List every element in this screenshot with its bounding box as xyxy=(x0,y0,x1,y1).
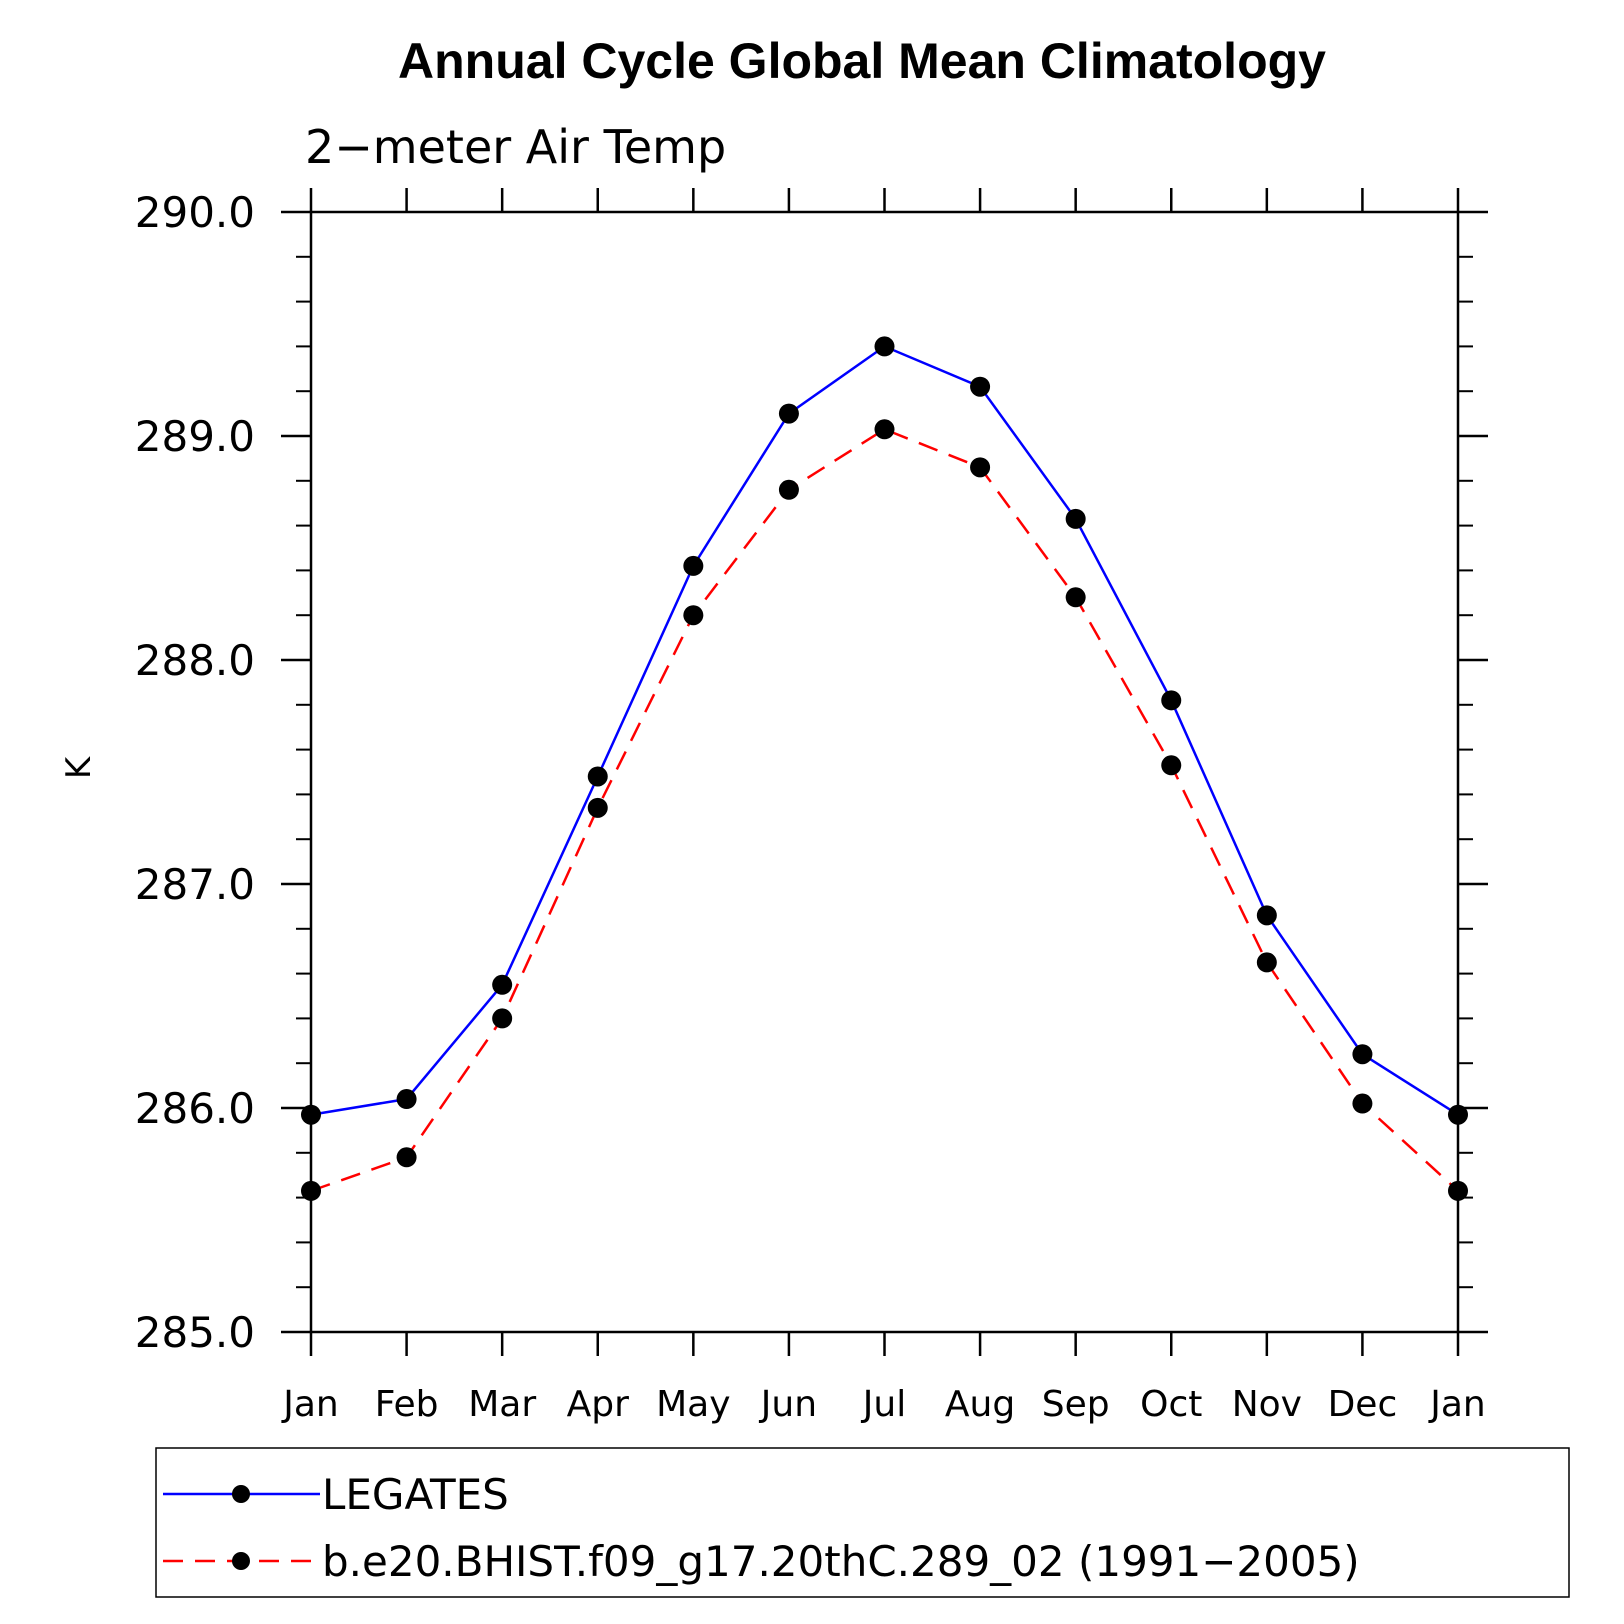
plot-frame xyxy=(309,210,1460,1334)
data-point-series-1 xyxy=(587,797,608,818)
data-point-series-0 xyxy=(492,974,513,995)
data-point-series-0 xyxy=(396,1089,417,1110)
x-tick-label: Sep xyxy=(1042,1384,1110,1425)
data-point-series-0 xyxy=(587,766,608,787)
data-point-series-1 xyxy=(874,419,895,440)
data-point-series-1 xyxy=(1448,1180,1468,1201)
data-point-series-0 xyxy=(1352,1044,1373,1065)
x-tick-label: Jul xyxy=(861,1384,906,1425)
axes: Jan Feb Mar Apr May Jun Jul Aug Sep Oct Nov Dec Jan 2… xyxy=(135,188,1488,1425)
y-tick-label: 285.0 xyxy=(135,1308,255,1357)
series-line-0 xyxy=(310,344,1459,1116)
data-point-series-1 xyxy=(683,605,704,626)
y-tick-label: 290.0 xyxy=(135,188,255,237)
y-tick-label: 287.0 xyxy=(135,860,255,909)
x-tick-label: Feb xyxy=(375,1384,439,1425)
series-layer xyxy=(301,336,1468,1201)
data-point-series-1 xyxy=(970,457,991,478)
data-point-series-0 xyxy=(301,1104,321,1125)
legend-label-model: b.e20.BHIST.f09_g17.20thC.289_02 (1991−2… xyxy=(322,1537,1360,1586)
legend-label-legates: LEGATES xyxy=(322,1470,509,1519)
x-tick-label: Jan xyxy=(1428,1384,1486,1425)
x-tick-label: Mar xyxy=(468,1384,536,1425)
x-tick-label: Aug xyxy=(945,1384,1015,1425)
chart-subtitle: 2−meter Air Temp xyxy=(305,120,726,174)
x-tick-label: Jun xyxy=(759,1384,817,1425)
y-tick-label: 289.0 xyxy=(135,412,255,461)
y-tick-label: 286.0 xyxy=(135,1084,255,1133)
data-point-series-0 xyxy=(874,336,895,357)
x-tick-label: Oct xyxy=(1140,1384,1202,1425)
data-point-series-0 xyxy=(1256,905,1277,926)
x-tick-label: Jan xyxy=(281,1384,339,1425)
x-tick-label: Nov xyxy=(1232,1384,1302,1425)
data-point-series-1 xyxy=(1256,952,1277,973)
series-line-1 xyxy=(310,427,1459,1193)
legend-marker-model xyxy=(232,1552,250,1570)
data-point-series-1 xyxy=(778,479,799,500)
data-point-series-1 xyxy=(301,1180,321,1201)
data-point-series-1 xyxy=(396,1147,417,1168)
data-point-series-0 xyxy=(683,555,704,576)
data-point-series-1 xyxy=(1352,1093,1373,1114)
x-tick-label: Apr xyxy=(567,1384,629,1425)
chart-title: Annual Cycle Global Mean Climatology xyxy=(398,33,1326,89)
legend: LEGATES b.e20.BHIST.f09_g17.20thC.289_02… xyxy=(155,1447,1570,1598)
data-point-series-0 xyxy=(970,376,991,397)
data-point-series-1 xyxy=(1161,755,1182,776)
data-point-series-0 xyxy=(1065,508,1086,529)
x-tick-label: Dec xyxy=(1328,1384,1398,1425)
data-point-series-0 xyxy=(1161,690,1182,711)
x-tick-label: May xyxy=(656,1384,730,1425)
data-point-series-1 xyxy=(492,1008,513,1029)
data-point-series-0 xyxy=(778,403,799,424)
data-point-series-1 xyxy=(1065,587,1086,608)
y-axis-label: K xyxy=(59,755,99,779)
data-point-series-0 xyxy=(1448,1104,1468,1125)
legend-marker-legates xyxy=(232,1485,250,1503)
legend-box xyxy=(155,1447,1570,1598)
y-tick-label: 288.0 xyxy=(135,636,255,685)
